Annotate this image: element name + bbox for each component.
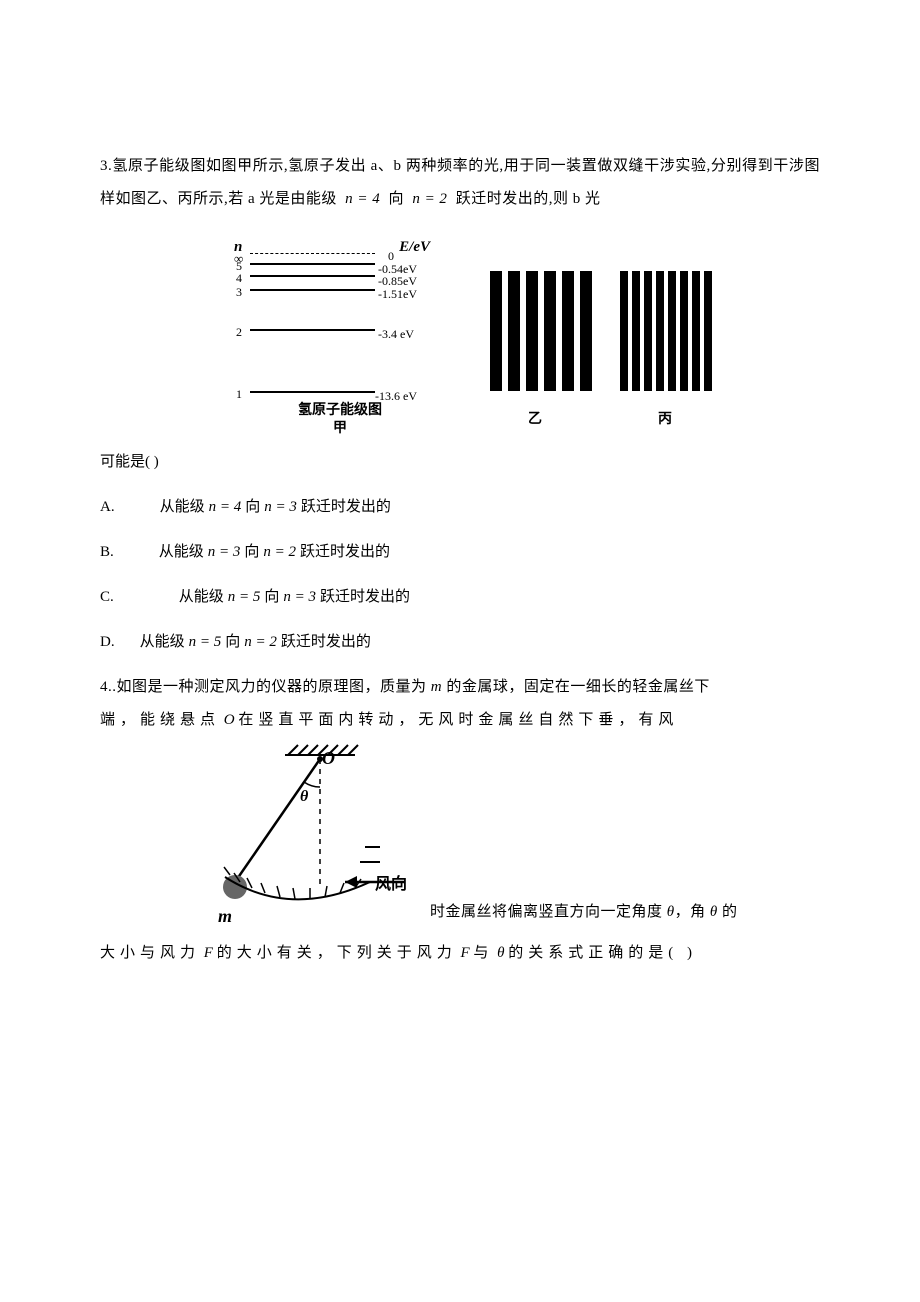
option-D-m1: n = 5 [185,626,226,659]
q4-stem-line2: 端，能绕悬点 O 在竖直平面内转动，无风时金属丝自然下垂，有风 [100,704,820,737]
option-C-mid: 向 [264,581,279,614]
fringe-bar [656,271,664,391]
q3-stem: 3.氢原子能级图如图甲所示,氢原子发出 a、b 两种频率的光,用于同一装置做双缝… [100,150,820,216]
q4-t4: 在竖直平面内转动，无风时金属丝自然下垂，有风 [238,712,678,728]
option-B-mid: 向 [244,536,259,569]
energy-diagram: n E/eV ∞ 0 5 -0.54eV 4 -0.85eV 3 -1.51eV… [220,231,460,441]
q4-t1: 4..如图是一种测定风力的仪器的原理图，质量为 [100,679,431,695]
energy-dashed-top [250,253,375,254]
q3-after-figure: 可能是( ) [100,446,820,479]
q4-m2: O [220,712,238,728]
fringe-container-yi [490,271,598,391]
q4-m5: F [200,945,217,961]
q4-after-fig-inline: 时金属丝将偏离竖直方向一定角度 θ，角 θ 的 [430,896,820,937]
q3-text-2: 跃迁时发出的,则 b 光 [456,191,601,207]
fringe-bar [526,271,538,391]
option-C-m1: n = 5 [224,581,265,614]
fringe-bar [632,271,640,391]
fringe-bar [668,271,676,391]
option-B-m2: n = 2 [259,536,300,569]
fringe-bar [704,271,712,391]
q4-m6: F [457,945,474,961]
label-theta: θ [300,779,308,814]
q4-t5: 的 [718,904,738,920]
option-D-pre: 从能级 [140,626,185,659]
level-n-2: 2 [236,319,242,345]
q3-math-1r: n = 2 [408,191,451,207]
fringe-bar [692,271,700,391]
q4-stem-line3: 大小与风力 F 的大小有关，下列关于风力 F 与 θ 的关系式正确的是( ) [100,937,820,970]
fringe-bar [620,271,628,391]
pattern-yi-caption: 乙 [480,405,590,436]
option-A-label: A. [100,491,115,524]
q4-t6d: 的关系式正确的是( ) [508,945,697,961]
pattern-bing: 丙 [610,231,720,441]
pattern-yi: 乙 [480,231,590,441]
label-m: m [218,897,232,937]
q4-t2: 的金属球，固定在一细长的轻金属丝下 [442,679,710,695]
fringe-bar [508,271,520,391]
option-D: D. 从能级 n = 5 向 n = 2 跃迁时发出的 [100,626,820,659]
label-O: O [322,739,335,779]
level-line-4 [250,275,375,277]
option-B-pre: 从能级 [159,536,204,569]
q4-tc: ，角 [675,904,710,920]
option-C-m2: n = 3 [279,581,320,614]
q4-m3: θ [667,904,675,920]
level-n-3: 3 [236,279,242,305]
label-wind: 风向 [375,867,407,902]
option-D-m2: n = 2 [240,626,281,659]
option-C: C. 从能级 n = 5 向 n = 3 跃迁时发出的 [100,581,820,614]
diagram-caption-2: 甲 [220,414,460,445]
fringe-bar [490,271,502,391]
level-val-3: -1.51eV [378,281,417,307]
q3-figures: n E/eV ∞ 0 5 -0.54eV 4 -0.85eV 3 -1.51eV… [100,231,820,441]
option-A-post: 跃迁时发出的 [301,491,391,524]
q3-mid-1: 向 [389,191,409,207]
fringe-bar [680,271,688,391]
option-A-m1: n = 4 [205,491,246,524]
option-C-pre: 从能级 [179,581,224,614]
fringe-container-bing [620,271,716,391]
option-A-pre: 从能级 [160,491,205,524]
option-A-mid: 向 [245,491,260,524]
q4-t3: 端，能绕悬点 [100,712,220,728]
q4-m1: m [431,679,442,695]
level-line-3 [250,289,375,291]
q4-stem: 4..如图是一种测定风力的仪器的原理图，质量为 m 的金属球，固定在一细长的轻金… [100,671,820,704]
option-C-label: C. [100,581,114,614]
option-D-mid: 向 [225,626,240,659]
level-val-2: -3.4 eV [378,321,414,347]
q4-taf: 时金属丝将偏离竖直方向一定角度 [430,904,667,920]
level-line-1 [250,391,375,393]
q4-m4: θ [710,904,718,920]
level-line-2 [250,329,375,331]
q4-m7: θ [493,945,508,961]
option-C-post: 跃迁时发出的 [320,581,410,614]
q4-t6a: 大小与风力 [100,945,200,961]
fringe-bar [580,271,592,391]
option-D-post: 跃迁时发出的 [281,626,371,659]
q4-t6b: 的大小有关，下列关于风力 [217,945,457,961]
option-B: B. 从能级 n = 3 向 n = 2 跃迁时发出的 [100,536,820,569]
q4-t6c: 与 [473,945,493,961]
fringe-bar [544,271,556,391]
fringe-bar [562,271,574,391]
level-line-5 [250,263,375,265]
option-A: A. 从能级 n = 4 向 n = 3 跃迁时发出的 [100,491,820,524]
wind-diagram: O θ m 风向 [180,737,430,937]
option-B-label: B. [100,536,114,569]
option-B-m1: n = 3 [204,536,245,569]
fringe-bar [644,271,652,391]
option-B-post: 跃迁时发出的 [300,536,390,569]
pattern-bing-caption: 丙 [610,405,720,436]
q3-math-1l: n = 4 [341,191,384,207]
option-A-m2: n = 3 [260,491,301,524]
option-D-label: D. [100,626,115,659]
